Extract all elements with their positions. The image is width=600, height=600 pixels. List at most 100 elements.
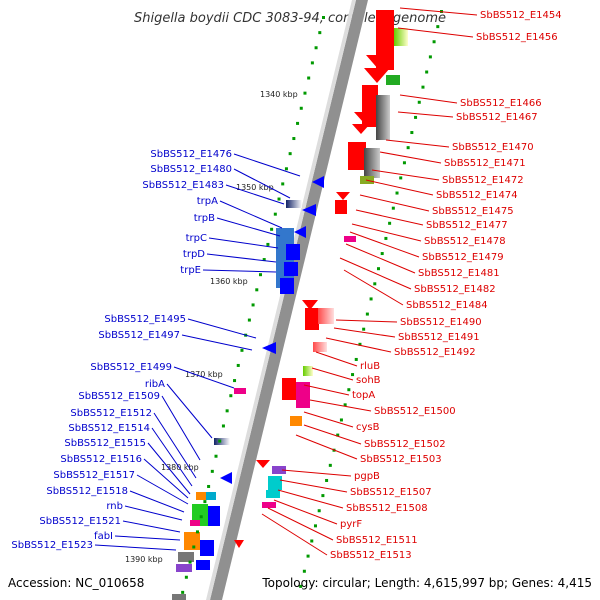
gene-label-sbbs512_e1507[interactable]: SbBS512_E1507 (350, 487, 432, 498)
tick-dot (314, 46, 318, 50)
kbp-label-1360: 1360 kbp (210, 277, 248, 286)
gene-block-rev (190, 520, 200, 526)
gene-label-sbbs512_e1517[interactable]: SbBS512_E1517 (53, 470, 135, 481)
gene-label-sbbs512_e1508[interactable]: SbBS512_E1508 (346, 503, 428, 514)
gene-label-fabi[interactable]: fabI (94, 531, 113, 542)
gene-label-pgpb[interactable]: pgpB (354, 471, 380, 482)
gene-label-sbbs512_e1523[interactable]: SbBS512_E1523 (11, 540, 93, 551)
gene-label-cysb[interactable]: cysB (356, 422, 380, 433)
connector-line (261, 513, 328, 556)
tick-dot (318, 31, 322, 35)
connector-line (303, 411, 354, 428)
gene-label-sbbs512_e1470[interactable]: SbBS512_E1470 (452, 142, 534, 153)
connector-line (202, 269, 277, 273)
gene-label-sbbs512_e1471[interactable]: SbBS512_E1471 (444, 158, 526, 169)
gene-label-sbbs512_e1466[interactable]: SbBS512_E1466 (460, 98, 542, 109)
gene-block-fwd (272, 466, 286, 474)
gene-label-sbbs512_e1476[interactable]: SbBS512_E1476 (150, 149, 232, 160)
gene-arrow-rev (302, 204, 316, 216)
gene-label-topa[interactable]: topA (352, 390, 375, 401)
gene-label-riba[interactable]: ribA (145, 379, 165, 390)
gene-label-sbbs512_e1491[interactable]: SbBS512_E1491 (398, 332, 480, 343)
gene-arrow-fwd (336, 192, 350, 200)
tick-dot (321, 494, 325, 498)
gene-label-sbbs512_e1467[interactable]: SbBS512_E1467 (456, 112, 538, 123)
gene-label-sbbs512_e1484[interactable]: SbBS512_E1484 (406, 300, 488, 311)
tick-marks (181, 10, 443, 594)
gene-label-sbbs512_e1492[interactable]: SbBS512_E1492 (394, 347, 476, 358)
tick-dot (251, 303, 255, 307)
gene-label-sbbs512_e1518[interactable]: SbBS512_E1518 (46, 486, 128, 497)
gene-label-trpd[interactable]: trpD (183, 249, 205, 260)
tick-dot (292, 137, 296, 141)
tick-dot (376, 267, 380, 271)
gene-label-trpb[interactable]: trpB (194, 213, 215, 224)
gene-label-sbbs512_e1512[interactable]: SbBS512_E1512 (70, 408, 152, 419)
gene-label-sbbs512_e1475[interactable]: SbBS512_E1475 (432, 206, 514, 217)
gene-label-sbbs512_e1472[interactable]: SbBS512_E1472 (442, 175, 524, 186)
tick-dot (395, 191, 399, 195)
gene-arrow-fwd (234, 540, 244, 548)
gene-label-sbbs512_e1495[interactable]: SbBS512_E1495 (104, 314, 186, 325)
gene-label-sbbs512_e1500[interactable]: SbBS512_E1500 (374, 406, 456, 417)
connector-line (303, 424, 362, 445)
gene-label-sohb[interactable]: sohB (356, 375, 381, 386)
connector-line (187, 318, 257, 339)
gene-label-sbbs512_e1474[interactable]: SbBS512_E1474 (436, 190, 518, 201)
gene-label-rnb[interactable]: rnb (106, 501, 123, 512)
gene-label-pyrf[interactable]: pyrF (340, 519, 362, 530)
gene-label-trpc[interactable]: trpC (186, 233, 207, 244)
gene-label-sbbs512_e1497[interactable]: SbBS512_E1497 (98, 330, 180, 341)
tick-dot (199, 515, 203, 519)
gene-label-sbbs512_e1511[interactable]: SbBS512_E1511 (336, 535, 418, 546)
gene-block-fwd (313, 342, 327, 352)
gene-label-sbbs512_e1456[interactable]: SbBS512_E1456 (476, 32, 558, 43)
gene-label-sbbs512_e1477[interactable]: SbBS512_E1477 (426, 220, 508, 231)
connector-line (233, 168, 291, 199)
gene-arrow-fwd (354, 112, 372, 122)
gene-label-sbbs512_e1478[interactable]: SbBS512_E1478 (424, 236, 506, 247)
gene-label-sbbs512_e1499[interactable]: SbBS512_E1499 (90, 362, 172, 373)
gene-block-rev (196, 560, 210, 570)
gene-label-sbbs512_e1513[interactable]: SbBS512_E1513 (330, 550, 412, 561)
gene-block-fwd (268, 476, 282, 490)
connector-line (161, 395, 201, 461)
gene-label-sbbs512_e1483[interactable]: SbBS512_E1483 (142, 180, 224, 191)
kbp-label-1350: 1350 kbp (236, 183, 274, 192)
gene-label-sbbs512_e1454[interactable]: SbBS512_E1454 (480, 10, 562, 21)
gene-block-rev (200, 540, 214, 556)
gene-label-sbbs512_e1502[interactable]: SbBS512_E1502 (364, 439, 446, 450)
connector-line (129, 490, 185, 513)
tick-dot (432, 40, 436, 44)
gene-label-sbbs512_e1480[interactable]: SbBS512_E1480 (150, 164, 232, 175)
gene-label-trpa[interactable]: trpA (197, 196, 218, 207)
gene-label-sbbs512_e1479[interactable]: SbBS512_E1479 (422, 252, 504, 263)
tick-dot (317, 509, 321, 513)
gene-label-sbbs512_e1521[interactable]: SbBS512_E1521 (39, 516, 121, 527)
connector-line (277, 489, 344, 509)
connector-line (206, 253, 277, 263)
gene-label-sbbs512_e1490[interactable]: SbBS512_E1490 (400, 317, 482, 328)
tick-dot (325, 478, 329, 482)
gene-label-sbbs512_e1509[interactable]: SbBS512_E1509 (78, 391, 160, 402)
gene-block-fwd (296, 382, 310, 408)
gene-label-sbbs512_e1481[interactable]: SbBS512_E1481 (418, 268, 500, 279)
gene-label-trpe[interactable]: trpE (180, 265, 201, 276)
tick-dot (262, 258, 266, 262)
gene-label-rlub[interactable]: rluB (360, 361, 380, 372)
gene-label-sbbs512_e1514[interactable]: SbBS512_E1514 (68, 423, 150, 434)
connector-line (216, 217, 281, 237)
tick-dot (313, 524, 317, 528)
gene-arrow-fwd (256, 460, 270, 468)
tick-dot (425, 70, 429, 74)
tick-dot (384, 236, 388, 240)
connector-line (303, 384, 350, 396)
gene-label-sbbs512_e1516[interactable]: SbBS512_E1516 (60, 454, 142, 465)
connector-line (281, 469, 352, 477)
tick-dot (406, 146, 410, 150)
gene-label-sbbs512_e1515[interactable]: SbBS512_E1515 (64, 438, 146, 449)
gene-label-sbbs512_e1482[interactable]: SbBS512_E1482 (414, 284, 496, 295)
gene-label-sbbs512_e1503[interactable]: SbBS512_E1503 (360, 454, 442, 465)
tick-dot (339, 418, 343, 422)
